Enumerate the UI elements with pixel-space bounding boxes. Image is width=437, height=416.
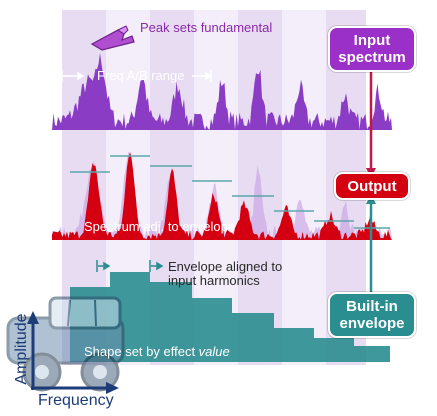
shape-label-text: Shape set by effect	[84, 344, 199, 359]
envelope-aligned-markers	[96, 260, 164, 272]
peak-label: Peak sets fundamental	[140, 20, 273, 35]
spectrum-adj-label: Spectrum adj. to envelope	[84, 219, 236, 234]
axes	[27, 311, 119, 394]
freq-range-label: Freq A/B range	[97, 68, 185, 83]
envelope-step	[150, 282, 192, 362]
envelope-aligned-label-1: Envelope aligned to	[168, 259, 283, 274]
output-spectrum-waveform	[52, 151, 392, 240]
shape-label-value: value	[198, 344, 230, 359]
shape-label: Shape set by effect value	[84, 344, 230, 359]
envelope-step	[314, 338, 354, 362]
builtin-box-line-2: envelope	[339, 315, 405, 332]
output-box-label: Output	[347, 177, 397, 195]
input-spectrum-waveform	[52, 52, 392, 130]
input-box-line-2: spectrum	[338, 49, 406, 66]
envelope-step	[274, 328, 314, 362]
builtin-envelope-box: Built-in envelope	[328, 292, 416, 338]
input-box-line-1: Input	[353, 32, 391, 49]
freq-range-markers	[61, 70, 213, 82]
input-spectrum-shape	[52, 52, 392, 130]
envelope-aligned-label-2: input harmonics	[168, 273, 260, 288]
envelope-step	[354, 346, 390, 362]
envelope-step	[192, 298, 232, 362]
harmonic-band	[282, 10, 326, 365]
pointing-hand-icon	[90, 25, 135, 51]
frequency-axis-label: Frequency	[38, 392, 114, 409]
envelope-level-lines	[70, 155, 390, 229]
builtin-box-line-1: Built-in	[346, 298, 398, 315]
output-spectrum-shape	[52, 151, 392, 240]
amplitude-axis-label: Amplitude	[13, 313, 30, 385]
input-spectrum-box: Input spectrum	[328, 26, 416, 72]
output-box: Output	[334, 172, 410, 200]
envelope-step	[232, 313, 274, 362]
